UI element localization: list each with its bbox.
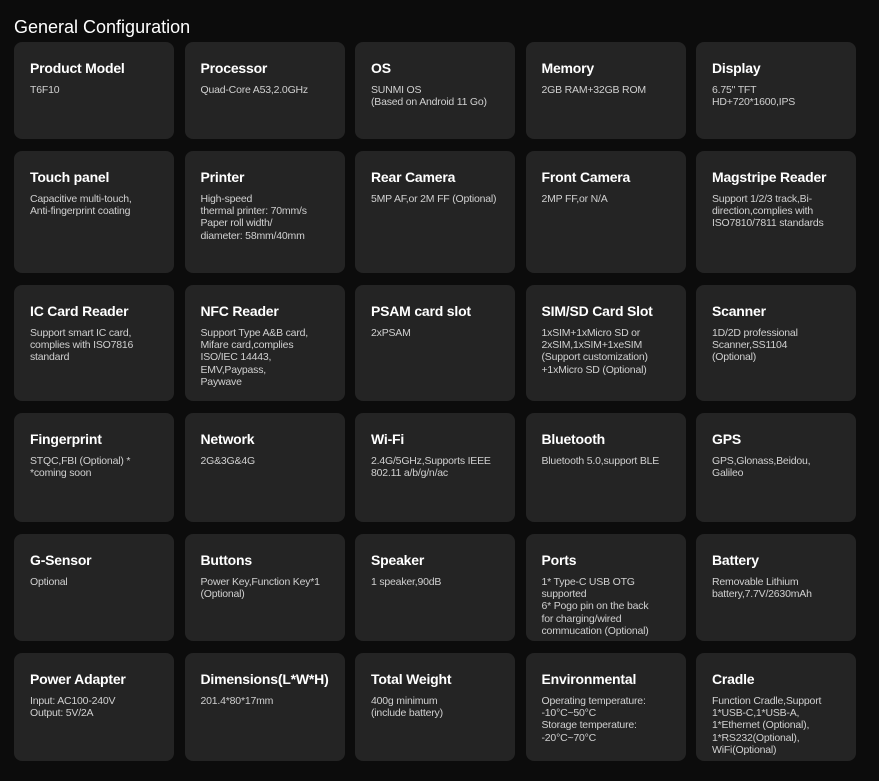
spec-value: 2xPSAM [371,327,411,339]
spec-label: Wi-Fi [371,431,405,447]
spec-card-display: Display 6.75" TFT HD+720*1600,IPS [696,42,856,139]
spec-grid: Product Model T6F10 Processor Quad-Core A53… [14,42,856,761]
spec-value: Optional [30,576,68,588]
spec-label: SIM/SD Card Slot [541,303,653,319]
spec-label: Processor [200,60,268,76]
spec-label: Display [712,60,761,76]
spec-card-rear-camera: Rear Camera 5MP AF,or 2M FF (Optional) [355,151,515,273]
spec-card-environmental: Environmental Operating temperature: -10°… [525,653,686,761]
spec-label: Printer [200,169,245,185]
spec-card-sim-sd-card-slot: SIM/SD Card Slot 1xSIM+1xMicro SD or 2xSI… [525,285,686,401]
spec-label: Scanner [712,303,766,319]
spec-value: Support 1/2/3 track,Bi- direction,compli… [712,193,824,230]
spec-label: Ports [541,552,577,568]
spec-value: 1xSIM+1xMicro SD or 2xSIM,1xSIM+1xeSIM (… [541,327,648,376]
spec-value: 2G&3G&4G [200,455,256,467]
spec-label: Memory [541,60,595,76]
spec-label: Environmental [541,671,637,687]
spec-value: Removable Lithium battery,7.7V/2630mAh [712,576,812,601]
spec-label: G-Sensor [30,552,92,568]
spec-card-network: Network 2G&3G&4G [184,413,345,522]
spec-label: GPS [712,431,741,447]
spec-label: PSAM card slot [371,303,471,319]
spec-card-power-adapter: Power Adapter Input: AC100-240V Output: 5… [14,653,174,761]
spec-label: Fingerprint [30,431,102,447]
spec-value: 1 speaker,90dB [371,576,442,588]
spec-card-magstripe-reader: Magstripe Reader Support 1/2/3 track,Bi- … [696,151,856,273]
spec-card-os: OS SUNMI OS (Based on Android 11 Go) [355,42,515,139]
spec-value: GPS,Glonass,Beidou, Galileo [712,455,811,480]
spec-value: T6F10 [30,84,60,96]
spec-label: Product Model [30,60,125,76]
spec-label: NFC Reader [200,303,279,319]
spec-label: Touch panel [30,169,110,185]
spec-label: Rear Camera [371,169,456,185]
spec-value: STQC,FBI (Optional) * *coming soon [30,455,131,480]
spec-card-g-sensor: G-Sensor Optional [14,534,174,641]
spec-label: IC Card Reader [30,303,129,319]
spec-card-memory: Memory 2GB RAM+32GB ROM [525,42,686,139]
spec-label: Cradle [712,671,755,687]
spec-card-psam-card-slot: PSAM card slot 2xPSAM [355,285,515,401]
spec-label: Bluetooth [541,431,606,447]
spec-card-wi-fi: Wi-Fi 2.4G/5GHz,Supports IEEE 802.11 a/b/… [355,413,515,522]
spec-card-processor: Processor Quad-Core A53,2.0GHz [184,42,345,139]
spec-value: Operating temperature: -10°C~50°C Storag… [541,695,646,744]
spec-value: Input: AC100-240V Output: 5V/2A [30,695,116,720]
spec-value: 400g minimum (include battery) [371,695,443,720]
spec-label: Network [200,431,255,447]
spec-card-buttons: Buttons Power Key,Function Key*1 (Optiona… [184,534,345,641]
spec-label: Speaker [371,552,425,568]
spec-card-touch-panel: Touch panel Capacitive multi-touch, Anti-… [14,151,174,273]
spec-card-product-model: Product Model T6F10 [14,42,174,139]
spec-card-printer: Printer High-speed thermal printer: 70mm/… [184,151,345,273]
spec-value: Support Type A&B card, Mifare card,compl… [200,327,309,388]
spec-value: High-speed thermal printer: 70mm/s Paper… [200,193,307,242]
spec-label: Magstripe Reader [712,169,827,185]
spec-card-fingerprint: Fingerprint STQC,FBI (Optional) * *coming… [14,413,174,522]
spec-value: 5MP AF,or 2M FF (Optional) [371,193,497,205]
spec-value: SUNMI OS (Based on Android 11 Go) [371,84,487,109]
spec-value: 6.75" TFT HD+720*1600,IPS [712,84,796,109]
spec-value: Power Key,Function Key*1 (Optional) [200,576,321,601]
spec-card-speaker: Speaker 1 speaker,90dB [355,534,515,641]
spec-value: Function Cradle,Support 1*USB-C,1*USB-A,… [712,695,822,756]
spec-card-cradle: Cradle Function Cradle,Support 1*USB-C,1*… [696,653,856,761]
spec-card-gps: GPS GPS,Glonass,Beidou, Galileo [696,413,856,522]
spec-card-bluetooth: Bluetooth Bluetooth 5.0,support BLE [525,413,686,522]
spec-value: 1D/2D professional Scanner,SS1104 (Optio… [712,327,798,364]
spec-card-ports: Ports 1* Type-C USB OTG supported 6* Pogo… [525,534,686,641]
spec-value: Capacitive multi-touch, Anti-fingerprint… [30,193,132,218]
spec-card-front-camera: Front Camera 2MP FF,or N/A [525,151,686,273]
spec-label: Front Camera [541,169,631,185]
spec-card-total-weight: Total Weight 400g minimum (include batter… [355,653,515,761]
section-title: General Configuration [14,17,191,38]
spec-value: 2MP FF,or N/A [541,193,608,205]
spec-value: Bluetooth 5.0,support BLE [541,455,660,467]
spec-value: Quad-Core A53,2.0GHz [200,84,309,96]
spec-value: 2.4G/5GHz,Supports IEEE 802.11 a/b/g/n/a… [371,455,491,480]
spec-label: Battery [712,552,759,568]
spec-value: 1* Type-C USB OTG supported 6* Pogo pin … [541,576,649,637]
spec-label: Power Adapter [30,671,126,687]
spec-value: Support smart IC card, complies with ISO… [30,327,134,364]
spec-label: Buttons [200,552,253,568]
spec-card-dimensions: Dimensions(L*W*H) 201.4*80*17mm [184,653,345,761]
spec-label: Total Weight [371,671,452,687]
spec-label: Dimensions(L*W*H) [200,671,329,687]
spec-card-battery: Battery Removable Lithium battery,7.7V/26… [696,534,856,641]
spec-card-ic-card-reader: IC Card Reader Support smart IC card, com… [14,285,174,401]
spec-card-scanner: Scanner 1D/2D professional Scanner,SS1104… [696,285,856,401]
spec-label: OS [371,60,391,76]
spec-card-nfc-reader: NFC Reader Support Type A&B card, Mifare … [184,285,345,401]
spec-value: 201.4*80*17mm [200,695,274,707]
spec-value: 2GB RAM+32GB ROM [541,84,647,96]
